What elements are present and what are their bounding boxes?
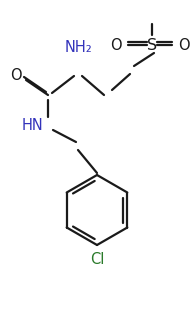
Text: S: S [147, 38, 157, 52]
Text: O: O [10, 68, 22, 82]
Text: O: O [110, 38, 122, 52]
Text: HN: HN [21, 117, 43, 133]
Text: Cl: Cl [90, 251, 104, 267]
Text: NH₂: NH₂ [64, 41, 92, 55]
Text: O: O [178, 38, 190, 52]
